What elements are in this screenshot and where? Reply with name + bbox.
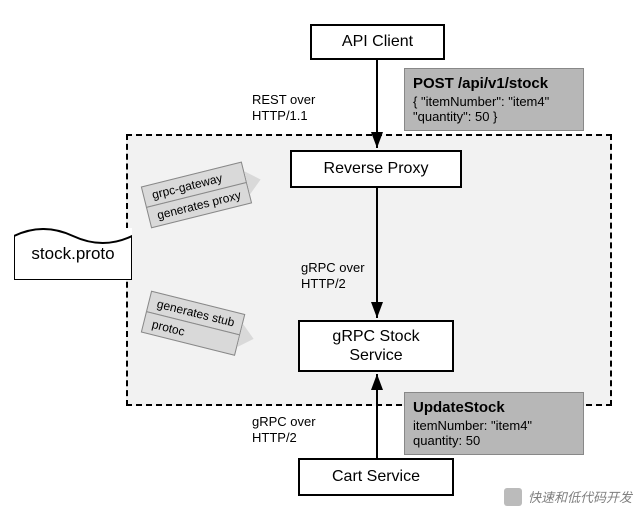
edge-label-grpc1-1: gRPC over: [301, 260, 365, 276]
edge-label-grpc1: gRPC over HTTP/2: [301, 260, 365, 291]
edge-label-grpc1-2: HTTP/2: [301, 276, 365, 292]
grpc-service-label2: Service: [349, 346, 402, 365]
edge-label-grpc2-2: HTTP/2: [252, 430, 316, 446]
edge-label-grpc2: gRPC over HTTP/2: [252, 414, 316, 445]
cart-service-label: Cart Service: [332, 467, 420, 486]
grpc-service-node: gRPC Stock Service: [298, 320, 454, 372]
api-client-label: API Client: [342, 32, 413, 51]
proto-file-label: stock.proto: [31, 244, 114, 264]
edge-label-rest: REST over HTTP/1.1: [252, 92, 315, 123]
wechat-icon: [504, 488, 522, 506]
reverse-proxy-label: Reverse Proxy: [324, 159, 429, 178]
api-client-node: API Client: [310, 24, 445, 60]
post-payload-line1: { "itemNumber": "item4": [413, 94, 575, 109]
edge-label-rest-2: HTTP/1.1: [252, 108, 315, 124]
reverse-proxy-node: Reverse Proxy: [290, 150, 462, 188]
post-payload-line2: "quantity": 50 }: [413, 109, 575, 124]
cart-service-node: Cart Service: [298, 458, 454, 496]
edge-label-grpc2-1: gRPC over: [252, 414, 316, 430]
update-payload-title: UpdateStock: [413, 399, 575, 416]
grpc-service-label1: gRPC Stock: [332, 327, 419, 346]
update-payload-line2: quantity: 50: [413, 433, 575, 448]
proto-file-node: stock.proto: [14, 228, 132, 280]
post-payload: POST /api/v1/stock { "itemNumber": "item…: [404, 68, 584, 131]
update-payload: UpdateStock itemNumber: "item4" quantity…: [404, 392, 584, 455]
edge-label-rest-1: REST over: [252, 92, 315, 108]
watermark-text: 快速和低代码开发: [528, 487, 632, 506]
watermark: 快速和低代码开发: [504, 487, 632, 506]
post-payload-title: POST /api/v1/stock: [413, 75, 575, 92]
update-payload-line1: itemNumber: "item4": [413, 418, 575, 433]
